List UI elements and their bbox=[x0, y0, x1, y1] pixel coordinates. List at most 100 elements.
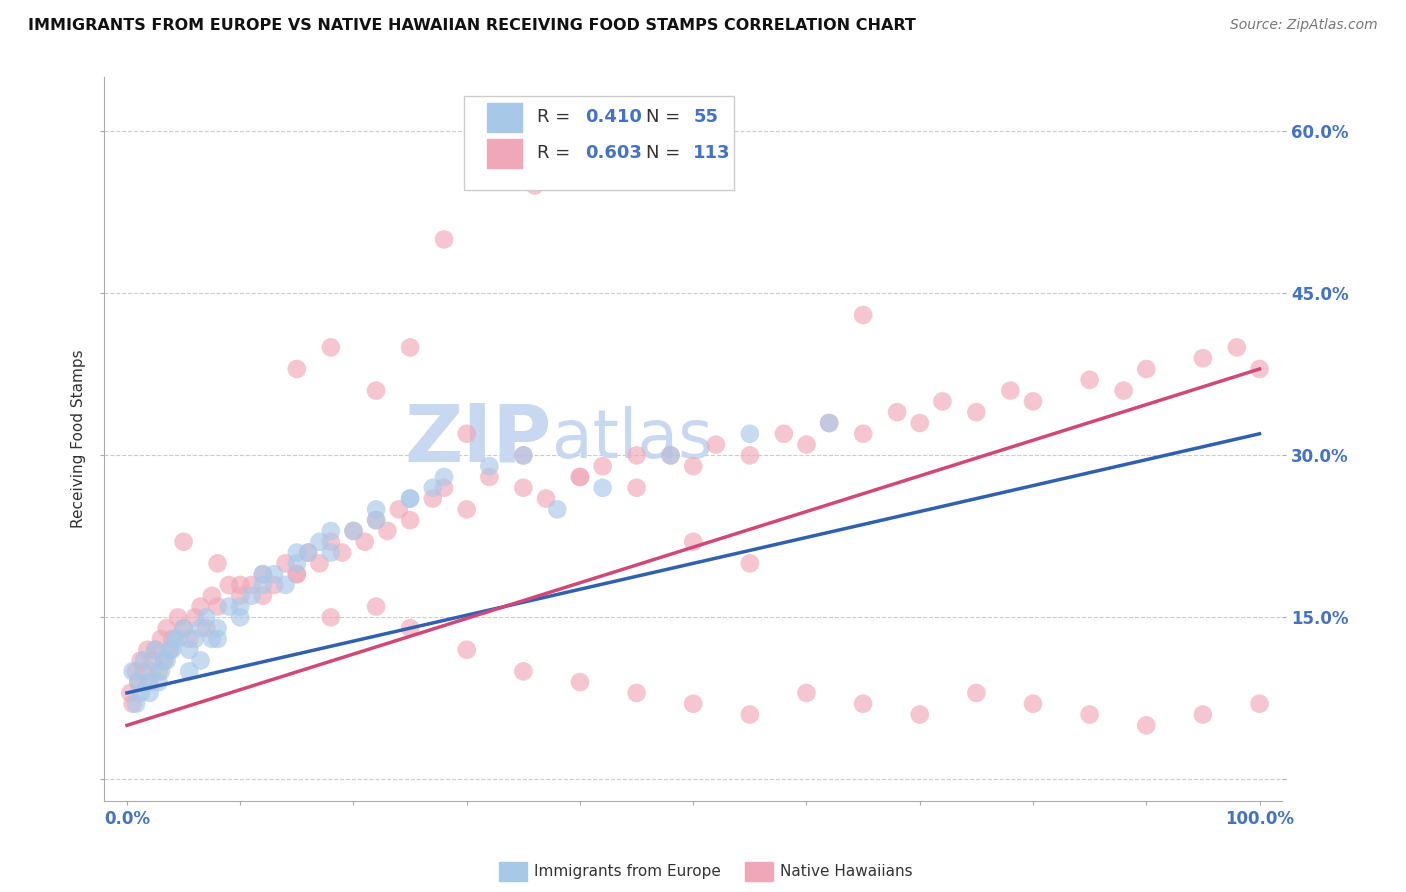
Point bbox=[285, 362, 308, 376]
Point bbox=[366, 384, 388, 398]
Point bbox=[512, 481, 534, 495]
Point bbox=[132, 665, 155, 679]
Point bbox=[201, 632, 224, 646]
Point bbox=[512, 449, 534, 463]
Point bbox=[129, 686, 152, 700]
Point bbox=[626, 449, 648, 463]
Point bbox=[852, 308, 875, 322]
Point bbox=[818, 416, 841, 430]
Point bbox=[1249, 362, 1271, 376]
Point bbox=[252, 578, 274, 592]
Point bbox=[120, 686, 142, 700]
Point bbox=[512, 449, 534, 463]
Point bbox=[478, 470, 501, 484]
Point bbox=[167, 610, 190, 624]
Point bbox=[127, 675, 149, 690]
Point bbox=[682, 697, 704, 711]
Point bbox=[121, 665, 143, 679]
Point bbox=[229, 599, 252, 614]
Point bbox=[523, 178, 546, 193]
Text: N =: N = bbox=[647, 108, 686, 127]
Point bbox=[263, 578, 285, 592]
Point bbox=[796, 437, 818, 451]
Point bbox=[308, 557, 330, 571]
Text: Immigrants from Europe: Immigrants from Europe bbox=[534, 864, 721, 879]
Point bbox=[546, 502, 568, 516]
Point bbox=[433, 232, 456, 246]
Point bbox=[422, 481, 444, 495]
Point bbox=[179, 642, 201, 657]
Point bbox=[319, 534, 342, 549]
Point bbox=[534, 491, 557, 506]
Text: 55: 55 bbox=[693, 108, 718, 127]
Point bbox=[704, 437, 727, 451]
Point bbox=[141, 665, 163, 679]
Text: 113: 113 bbox=[693, 145, 731, 162]
Text: Source: ZipAtlas.com: Source: ZipAtlas.com bbox=[1230, 18, 1378, 32]
Point bbox=[162, 632, 184, 646]
Point bbox=[184, 610, 207, 624]
Point bbox=[852, 426, 875, 441]
Point bbox=[121, 697, 143, 711]
Point bbox=[159, 642, 181, 657]
Point bbox=[138, 686, 160, 700]
Point bbox=[1192, 351, 1215, 366]
Point bbox=[252, 567, 274, 582]
Point bbox=[818, 416, 841, 430]
Point bbox=[659, 449, 682, 463]
Point bbox=[366, 502, 388, 516]
Point bbox=[240, 589, 263, 603]
Point bbox=[738, 449, 761, 463]
Point bbox=[229, 610, 252, 624]
Point bbox=[1022, 697, 1045, 711]
Point bbox=[125, 665, 148, 679]
Point bbox=[1078, 707, 1101, 722]
Point bbox=[908, 707, 931, 722]
Point bbox=[195, 621, 218, 635]
Point bbox=[965, 686, 987, 700]
Point bbox=[179, 665, 201, 679]
Point bbox=[330, 545, 353, 559]
Point bbox=[366, 513, 388, 527]
Point bbox=[229, 589, 252, 603]
Point bbox=[366, 599, 388, 614]
Point bbox=[659, 449, 682, 463]
Point bbox=[252, 567, 274, 582]
Point bbox=[190, 599, 212, 614]
Point bbox=[136, 675, 159, 690]
Text: ZIP: ZIP bbox=[405, 401, 553, 478]
Point bbox=[626, 686, 648, 700]
Point bbox=[274, 557, 297, 571]
Point bbox=[478, 459, 501, 474]
Point bbox=[1226, 340, 1249, 354]
Point bbox=[229, 578, 252, 592]
Point bbox=[155, 654, 177, 668]
Point bbox=[285, 567, 308, 582]
Point bbox=[149, 632, 172, 646]
Point bbox=[319, 545, 342, 559]
Text: atlas: atlas bbox=[553, 406, 713, 472]
Point bbox=[125, 697, 148, 711]
Point bbox=[207, 599, 229, 614]
Point bbox=[592, 459, 614, 474]
Point bbox=[1135, 362, 1157, 376]
Point bbox=[138, 675, 160, 690]
Point bbox=[399, 491, 422, 506]
Point bbox=[127, 675, 149, 690]
Point bbox=[399, 513, 422, 527]
Point bbox=[190, 621, 212, 635]
Point bbox=[173, 621, 195, 635]
Point bbox=[682, 459, 704, 474]
Point bbox=[456, 426, 478, 441]
Point bbox=[1000, 384, 1022, 398]
Point bbox=[218, 578, 240, 592]
FancyBboxPatch shape bbox=[464, 95, 734, 190]
Point bbox=[143, 642, 166, 657]
Point bbox=[184, 632, 207, 646]
Point bbox=[433, 470, 456, 484]
Point bbox=[207, 632, 229, 646]
Point bbox=[285, 557, 308, 571]
Point bbox=[456, 502, 478, 516]
Point bbox=[908, 416, 931, 430]
Point bbox=[159, 642, 181, 657]
